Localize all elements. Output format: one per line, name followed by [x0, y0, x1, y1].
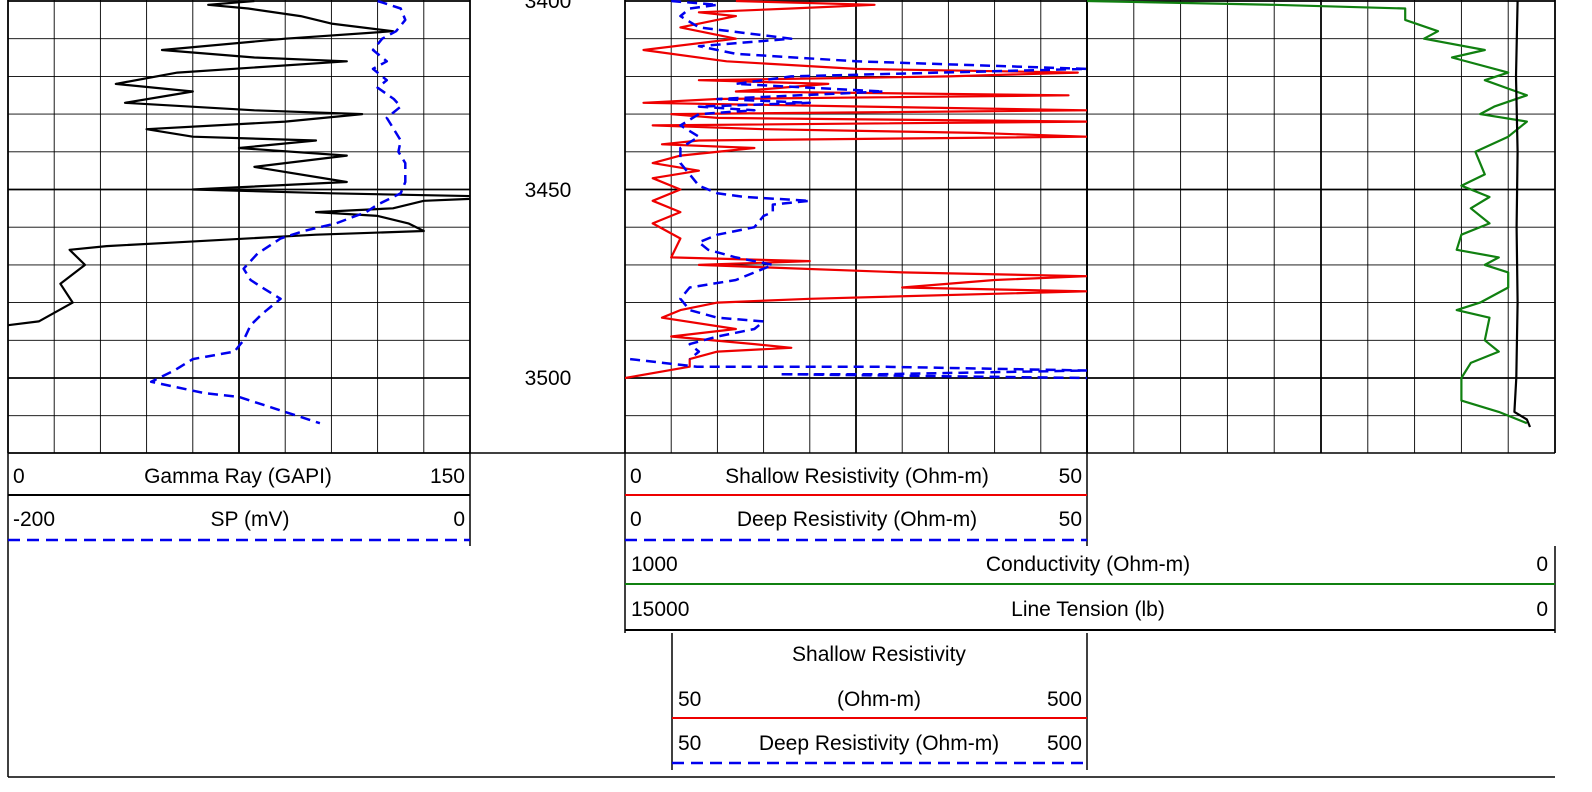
- lt-label: Line Tension (lb): [1011, 598, 1165, 621]
- lt-right-scale: 0: [1536, 598, 1548, 621]
- line-tension-header: 15000 Line Tension (lb) 0: [625, 598, 1555, 631]
- deep-backup-curve: [629, 357, 1087, 380]
- gamma-curve: [8, 0, 470, 327]
- sp-left-scale: -200: [13, 508, 55, 531]
- sp-header: -200 SP (mV) 0: [8, 508, 470, 542]
- depth-tick-3400: 3400: [525, 0, 572, 13]
- line-curve: [1513, 0, 1532, 428]
- dr2-label: Deep Resistivity (Ohm-m): [759, 732, 999, 755]
- depth-tick-3500: 3500: [525, 367, 572, 390]
- deep-resistivity-header: 0 Deep Resistivity (Ohm-m) 50: [625, 508, 1087, 542]
- cond-left-scale: 1000: [631, 553, 678, 576]
- log-curves: [8, 0, 1532, 428]
- cond-right-scale: 0: [1536, 553, 1548, 576]
- header-frame: [7, 452, 1556, 778]
- shr2-title: Shallow Resistivity: [792, 643, 966, 666]
- lt-left-scale: 15000: [631, 598, 689, 621]
- gamma-ray-header: 0 Gamma Ray (GAPI) 150: [8, 465, 470, 496]
- shr2-left-scale: 50: [678, 688, 701, 711]
- gr-label: Gamma Ray (GAPI): [144, 465, 332, 488]
- shallow-curve: [625, 0, 1087, 380]
- shallow-resistivity-backup-header: Shallow Resistivity 50 (Ohm-m) 500: [672, 643, 1087, 719]
- shr-left-scale: 0: [630, 465, 642, 488]
- shr-label: Shallow Resistivity (Ohm-m): [725, 465, 989, 488]
- dr2-right-scale: 500: [1047, 732, 1082, 755]
- sp-curve: [149, 0, 407, 425]
- dr-right-scale: 50: [1059, 508, 1082, 531]
- dr-left-scale: 0: [630, 508, 642, 531]
- sp-label: SP (mV): [211, 508, 290, 531]
- deep-curve: [671, 0, 1087, 361]
- shr-right-scale: 50: [1059, 465, 1082, 488]
- cond-label: Conductivity (Ohm-m): [986, 553, 1190, 576]
- gr-left-scale: 0: [13, 465, 25, 488]
- deep-resistivity-backup-header: 50 Deep Resistivity (Ohm-m) 500: [672, 732, 1087, 765]
- shallow-resistivity-header: 0 Shallow Resistivity (Ohm-m) 50: [625, 465, 1087, 496]
- gr-right-scale: 150: [430, 465, 465, 488]
- dr-label: Deep Resistivity (Ohm-m): [737, 508, 977, 531]
- conductivity-curve: [1087, 0, 1528, 425]
- shr2-right-scale: 500: [1047, 688, 1082, 711]
- shr2-label: (Ohm-m): [837, 688, 921, 711]
- depth-tick-3450: 3450: [525, 179, 572, 202]
- dr2-left-scale: 50: [678, 732, 701, 755]
- conductivity-header: 1000 Conductivity (Ohm-m) 0: [625, 553, 1555, 585]
- sp-right-scale: 0: [453, 508, 465, 531]
